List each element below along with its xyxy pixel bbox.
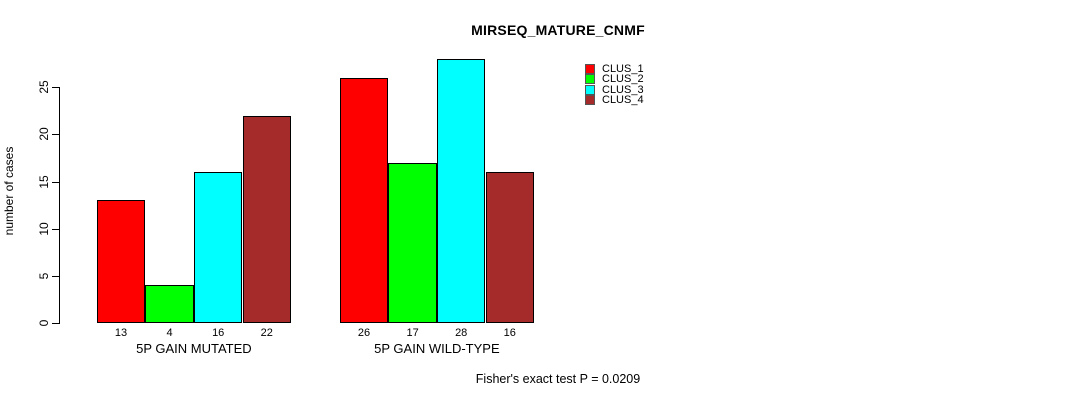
bar-value-label: 28 xyxy=(455,327,468,339)
legend-label: CLUS_4 xyxy=(602,93,644,106)
y-tick xyxy=(52,228,60,230)
y-tick-label: 20 xyxy=(37,127,51,142)
legend-label: CLUS_3 xyxy=(602,83,644,96)
bar-value-label: 26 xyxy=(357,327,371,339)
x-category-label: 5P GAIN MUTATED xyxy=(136,341,252,356)
y-tick-label: 0 xyxy=(37,319,51,327)
bar-clus_3-5p-gain-mutated xyxy=(193,172,243,323)
bar-clus_4-5p-gain-wild-type xyxy=(485,172,535,323)
legend-swatch xyxy=(585,84,595,95)
bar-clus_3-5p-gain-wild-type xyxy=(436,58,486,323)
legend-swatch xyxy=(585,74,595,85)
y-axis-line xyxy=(59,87,60,324)
y-tick xyxy=(52,275,60,277)
bar-clus_1-5p-gain-wild-type xyxy=(339,77,389,323)
bar-value-label: 17 xyxy=(406,327,419,339)
bar-value-label: 13 xyxy=(114,327,128,339)
y-tick-label: 10 xyxy=(37,222,51,236)
bar-value-label: 4 xyxy=(166,327,173,339)
x-category-label: 5P GAIN WILD-TYPE xyxy=(374,341,500,356)
bar-clus_2-5p-gain-mutated xyxy=(145,285,194,323)
y-tick xyxy=(52,181,60,183)
y-tick-label: 25 xyxy=(37,80,51,94)
legend-label: CLUS_2 xyxy=(602,73,644,86)
bar-clus_1-5p-gain-mutated xyxy=(96,200,146,323)
chart-title: MIRSEQ_MATURE_CNMF xyxy=(471,22,645,38)
bar-clus_4-5p-gain-mutated xyxy=(242,115,292,323)
legend-swatch xyxy=(585,94,595,105)
legend-swatch xyxy=(585,64,595,74)
bar-value-label: 16 xyxy=(503,327,516,339)
legend-label: CLUS_1 xyxy=(602,63,644,75)
y-tick xyxy=(52,323,60,324)
bar-clus_2-5p-gain-wild-type xyxy=(388,162,437,323)
y-tick-label: 15 xyxy=(37,174,51,189)
fisher-test-annotation: Fisher's exact test P = 0.0209 xyxy=(475,372,641,386)
y-tick xyxy=(52,87,60,89)
y-axis-label: number of cases xyxy=(2,146,16,236)
y-tick xyxy=(52,134,60,136)
bar-value-label: 16 xyxy=(212,327,225,339)
y-tick-label: 5 xyxy=(37,272,51,280)
bar-value-label: 22 xyxy=(260,327,273,339)
